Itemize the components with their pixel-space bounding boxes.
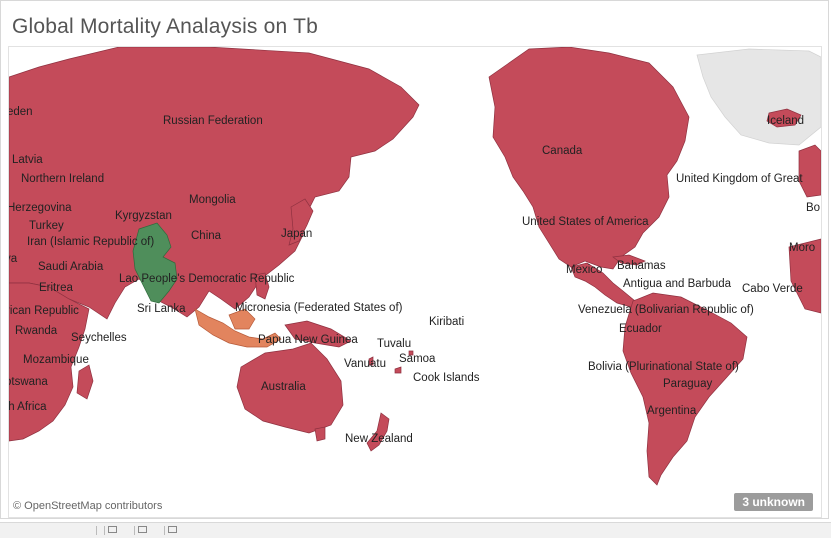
label-seychelles: Seychelles <box>71 332 127 344</box>
label-mongolia: Mongolia <box>189 194 236 206</box>
label-samoa: Samoa <box>399 353 436 365</box>
vanuatu-island[interactable] <box>368 356 374 366</box>
label-herzegovina: Herzegovina <box>9 202 72 214</box>
india-region[interactable] <box>132 222 178 304</box>
map-view[interactable]: eden Russian Federation Latvia Northern … <box>8 46 822 518</box>
dashboard-icon[interactable] <box>134 526 148 535</box>
label-argentina: Argentina <box>647 405 697 417</box>
label-eritrea: Eritrea <box>39 282 73 294</box>
sheet-icon[interactable] <box>104 526 118 535</box>
label-japan: Japan <box>281 228 312 240</box>
label-kiribati: Kiribati <box>429 316 464 328</box>
label-ecuador: Ecuador <box>619 323 662 335</box>
label-south-africa: th Africa <box>9 401 47 413</box>
map-attribution[interactable]: © OpenStreetMap contributors <box>13 500 163 512</box>
label-bo-partial: Bo <box>806 202 820 214</box>
philippines-region[interactable] <box>254 272 270 300</box>
dashboard-panel: Global Mortality Analaysis on Tb <box>0 0 829 519</box>
greenland-region[interactable] <box>696 48 821 146</box>
label-vanuatu: Vanuatu <box>344 358 386 370</box>
label-morocco-partial: Moro <box>789 242 815 254</box>
australia-region[interactable] <box>236 342 344 434</box>
label-kyrgyzstan: Kyrgyzstan <box>115 210 172 222</box>
label-usa: United States of America <box>522 216 649 228</box>
label-antigua-barbuda: Antigua and Barbuda <box>623 278 732 290</box>
label-iran: Iran (Islamic Republic of) <box>27 236 154 248</box>
label-mexico: Mexico <box>566 264 602 276</box>
unknown-badge[interactable]: 3 unknown <box>734 493 813 511</box>
borneo-region[interactable] <box>228 308 256 330</box>
world-map[interactable]: eden Russian Federation Latvia Northern … <box>9 47 821 517</box>
south-america-region[interactable] <box>622 292 748 486</box>
indonesia-region[interactable] <box>194 308 282 348</box>
label-saudi-arabia: Saudi Arabia <box>38 261 104 273</box>
label-central-african-republic: rican Republic <box>9 305 79 317</box>
label-sri-lanka: Sri Lanka <box>137 303 186 315</box>
label-russian-federation: Russian Federation <box>163 115 263 127</box>
madagascar-region[interactable] <box>76 364 94 400</box>
map-labels: eden Russian Federation Latvia Northern … <box>9 106 820 445</box>
iceland-region[interactable] <box>766 108 802 128</box>
uk-region[interactable] <box>798 144 821 198</box>
label-northern-ireland: Northern Ireland <box>21 173 104 185</box>
label-turkey: Turkey <box>29 220 64 232</box>
label-kenya-partial: ya <box>9 253 18 265</box>
samoa-island[interactable] <box>408 350 414 356</box>
eurasia-region[interactable] <box>9 47 420 320</box>
label-mozambique: Mozambique <box>23 354 89 366</box>
iberia-africa-edge[interactable] <box>788 238 821 314</box>
label-cabo-verde: Cabo Verde <box>742 283 803 295</box>
label-botswana: otswana <box>9 376 48 388</box>
label-rwanda: Rwanda <box>15 325 58 337</box>
label-bolivia: Bolivia (Plurinational State of) <box>588 361 739 373</box>
toolbar-divider <box>96 526 110 535</box>
japan-region[interactable] <box>288 198 314 246</box>
label-new-zealand: New Zealand <box>345 433 413 445</box>
label-australia: Australia <box>261 381 306 393</box>
label-sweden: eden <box>9 106 33 118</box>
tasmania-region[interactable] <box>314 426 326 442</box>
label-papua-new-guinea: Papua New Guinea <box>258 334 358 346</box>
label-latvia: Latvia <box>12 154 43 166</box>
label-bahamas: Bahamas <box>617 260 666 272</box>
new-zealand-region[interactable] <box>366 412 390 452</box>
label-united-kingdom: United Kingdom of Great <box>676 173 803 185</box>
label-venezuela: Venezuela (Bolivarian Republic of) <box>578 304 754 316</box>
story-icon[interactable] <box>164 526 178 535</box>
label-canada: Canada <box>542 145 583 157</box>
cuba-region[interactable] <box>612 254 646 266</box>
bottom-toolbar <box>0 522 831 538</box>
papua-region[interactable] <box>284 320 352 348</box>
label-lao: Lao People's Democratic Republic <box>119 273 295 285</box>
label-cook-islands: Cook Islands <box>413 372 480 384</box>
africa-region[interactable] <box>9 282 90 442</box>
north-america-region[interactable] <box>488 47 690 270</box>
fiji-island[interactable] <box>394 366 402 374</box>
dashboard-title: Global Mortality Analaysis on Tb <box>12 15 318 38</box>
label-iceland: Iceland <box>767 115 804 127</box>
label-tuvalu: Tuvalu <box>377 338 411 350</box>
label-micronesia: Micronesia (Federated States of) <box>235 302 403 314</box>
label-china: China <box>191 230 222 242</box>
label-paraguay: Paraguay <box>663 378 712 390</box>
